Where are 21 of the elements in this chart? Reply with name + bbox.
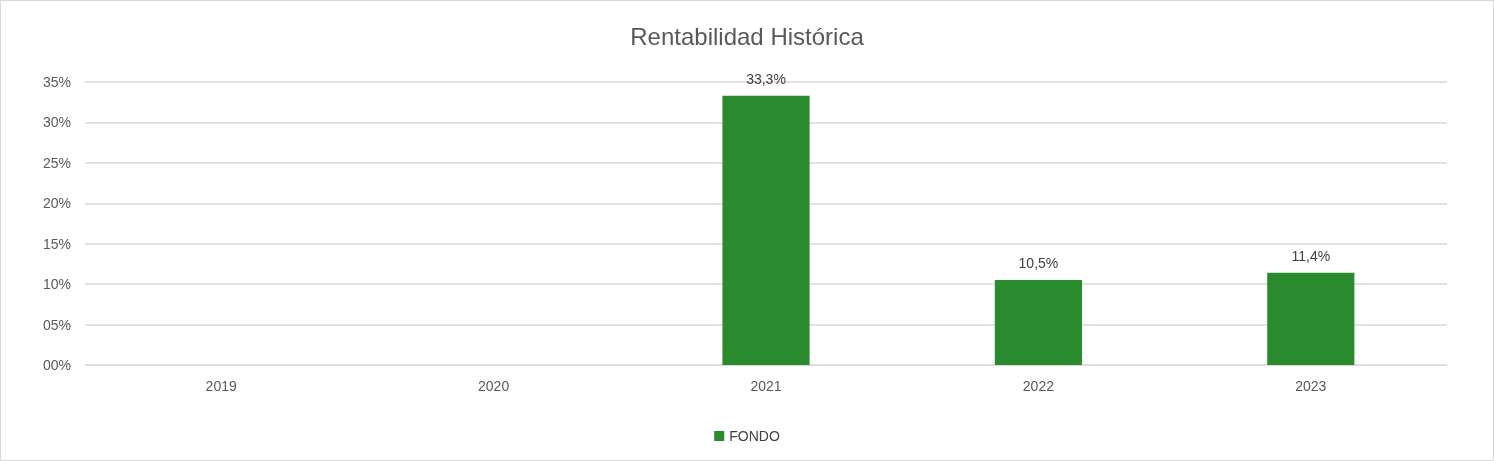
x-tick-label: 2019: [205, 378, 237, 394]
x-tick-label: 2022: [1022, 378, 1055, 394]
y-tick-label: 20%: [42, 195, 71, 212]
y-tick-label: 05%: [42, 316, 71, 333]
chart-title: Rentabilidad Histórica: [630, 22, 865, 50]
legend-label: FONDO: [729, 428, 780, 444]
y-tick-label: 10%: [42, 276, 71, 293]
bar: [994, 280, 1082, 365]
data-label: 11,4%: [1291, 247, 1331, 264]
y-tick-label: 35%: [42, 74, 71, 90]
y-tick-label: 15%: [42, 235, 71, 252]
y-tick-label: 30%: [42, 114, 71, 131]
y-tick-label: 25%: [42, 154, 71, 171]
x-tick-label: 2021: [750, 378, 782, 394]
y-tick-label: 00%: [42, 357, 71, 373]
x-tick-label: 2023: [1295, 378, 1327, 394]
data-label: 33,3%: [746, 70, 786, 87]
x-tick-label: 2020: [478, 378, 510, 394]
bar: [722, 95, 810, 365]
bar: [1267, 272, 1355, 365]
data-label: 10,5%: [1018, 255, 1059, 272]
